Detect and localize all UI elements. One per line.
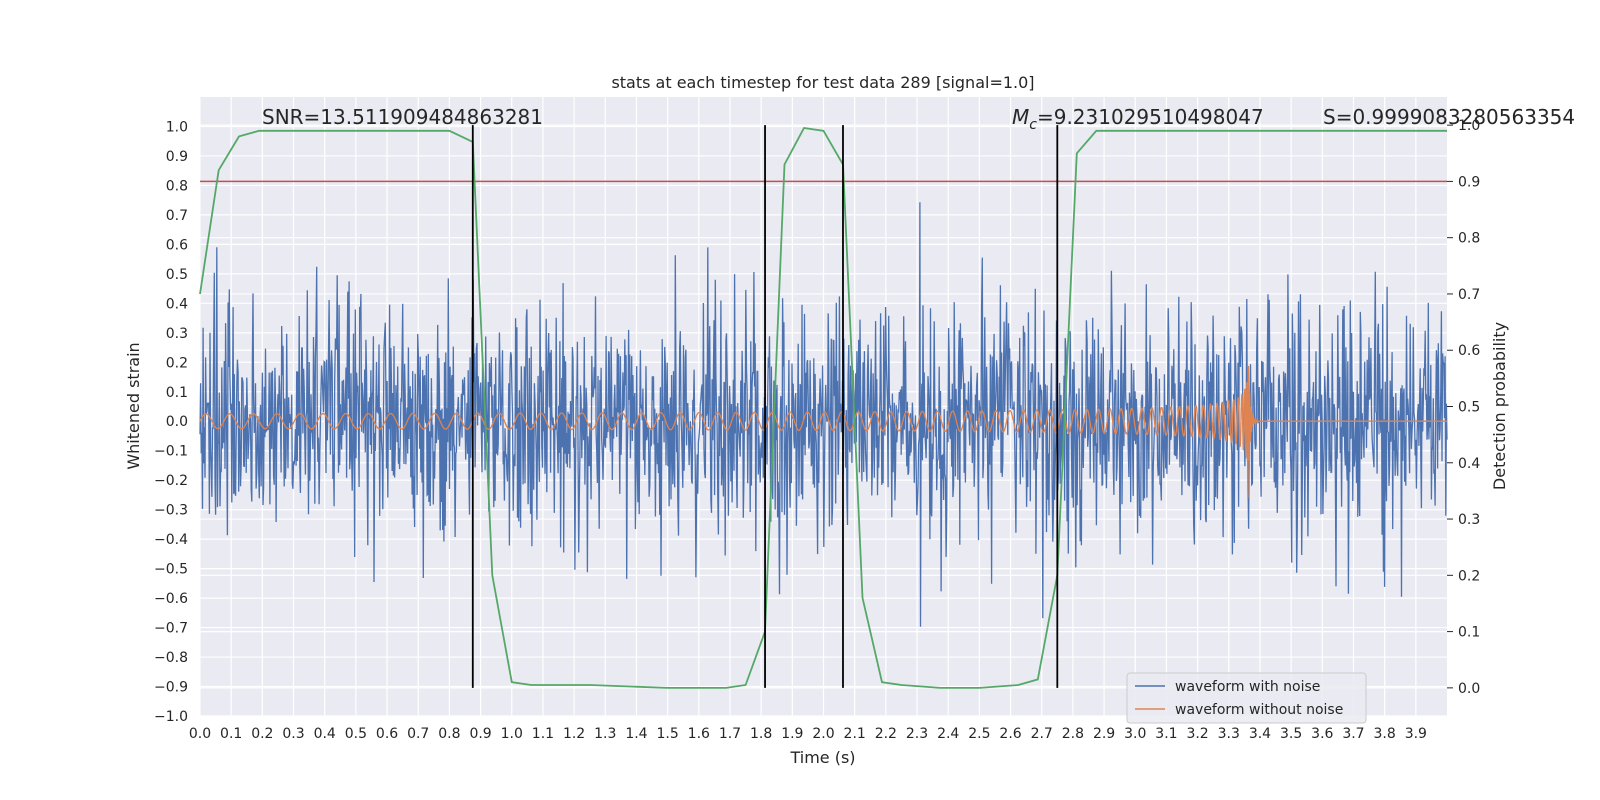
x-tick-label: 1.3 (594, 726, 616, 742)
y-tick-label: −0.4 (154, 532, 188, 548)
x-tick-label: 2.1 (844, 726, 866, 742)
x-tick-label: 1.1 (532, 726, 554, 742)
y-tick-label: −0.9 (154, 680, 188, 696)
legend: waveform with noise waveform without noi… (1126, 672, 1367, 724)
x-tick-label: 1.4 (625, 726, 647, 742)
x-tick-label: 3.7 (1342, 726, 1364, 742)
y-tick-label: 0.8 (166, 178, 188, 194)
x-tick-label: 0.3 (282, 726, 304, 742)
y-axis: −1.0 −0.9 −0.8 −0.7 −0.6 −0.5 −0.4 −0.3 −0.2 −0.1… (154, 119, 188, 725)
x-tick-label: 3.0 (1124, 726, 1146, 742)
x-tick-label: 3.9 (1405, 726, 1427, 742)
x-tick-label: 2.7 (1031, 726, 1053, 742)
legend-label-noise: waveform with noise (1175, 679, 1320, 695)
x-tick-label: 1.0 (501, 726, 523, 742)
y2-axis: 0.0 0.1 0.2 0.3 0.4 0.5 0.6 0.7 0.8 0.9 1.0 (1447, 118, 1480, 697)
y-tick-label: −0.7 (154, 621, 188, 637)
series-layer (199, 202, 1448, 627)
x-tick-label: 3.1 (1155, 726, 1177, 742)
x-tick-label: 3.3 (1218, 726, 1240, 742)
chirp-mass-value: =9.231029510498047 (1037, 105, 1264, 129)
y2-tick-label: 0.9 (1458, 174, 1480, 190)
chirp-mass-subscript: c (1029, 117, 1037, 133)
x-tick-label: 0.1 (220, 726, 242, 742)
x-tick-label: 2.3 (906, 726, 928, 742)
x-tick-label: 2.2 (875, 726, 897, 742)
x-tick-label: 3.2 (1186, 726, 1208, 742)
series-line-waveform-with-noise (199, 202, 1448, 627)
x-tick-label: 2.0 (812, 726, 834, 742)
y-tick-label: 0.7 (166, 208, 188, 224)
y2-tick-label: 1.0 (1458, 118, 1480, 134)
x-tick-label: 2.8 (1062, 726, 1084, 742)
y2-tick-label: 0.3 (1458, 512, 1480, 528)
score-annotation: S=0.9999083280563354 (1323, 105, 1575, 129)
y2-tick-label: 0.1 (1458, 625, 1480, 641)
series-line-waveform-without-noise (199, 365, 1447, 499)
x-tick-label: 3.4 (1249, 726, 1271, 742)
x-tick-label: 0.0 (189, 726, 211, 742)
x-tick-label: 2.9 (1093, 726, 1115, 742)
x-tick-label: 0.5 (345, 726, 367, 742)
x-tick-label: 2.5 (968, 726, 990, 742)
x-tick-label: 0.2 (251, 726, 273, 742)
y2-tick-label: 0.2 (1458, 568, 1480, 584)
x-tick-label: 1.6 (688, 726, 710, 742)
x-tick-label: 0.4 (314, 726, 336, 742)
y-tick-label: −0.2 (154, 473, 188, 489)
x-tick-label: 2.6 (999, 726, 1021, 742)
y2-tick-label: 0.7 (1458, 287, 1480, 303)
y-tick-label: −0.8 (154, 650, 188, 666)
x-tick-label: 2.4 (937, 726, 959, 742)
x-tick-label: 0.8 (438, 726, 460, 742)
snr-annotation: SNR=13.511909484863281 (262, 105, 543, 129)
chirp-mass-annotation: Mc=9.231029510498047 (1012, 105, 1264, 133)
x-tick-label: 1.7 (719, 726, 741, 742)
y-tick-label: 0.5 (166, 267, 188, 283)
y2-tick-label: 0.8 (1458, 231, 1480, 247)
x-tick-label: 0.7 (407, 726, 429, 742)
y2-tick-label: 0.4 (1458, 456, 1480, 472)
y-tick-label: −0.5 (154, 562, 188, 578)
y-tick-label: 1.0 (166, 119, 188, 135)
y-tick-label: −0.1 (154, 444, 188, 460)
x-tick-label: 1.8 (750, 726, 772, 742)
y2-axis-label: Detection probability (1490, 322, 1509, 490)
y-tick-label: 0.4 (166, 296, 188, 312)
x-tick-label: 3.5 (1280, 726, 1302, 742)
y-tick-label: −0.6 (154, 591, 188, 607)
x-axis-label: Time (s) (789, 748, 855, 767)
y-tick-label: 0.0 (166, 414, 188, 430)
x-axis: 0.0 0.1 0.2 0.3 0.4 0.5 0.6 0.7 0.8 0.9 1.0 1.1 1.2 1… (189, 726, 1427, 742)
y-tick-label: −1.0 (154, 709, 188, 725)
legend-label-clean: waveform without noise (1175, 702, 1343, 718)
y-tick-label: 0.9 (166, 149, 188, 165)
x-tick-label: 1.9 (781, 726, 803, 742)
y-tick-label: −0.3 (154, 503, 188, 519)
x-tick-label: 3.6 (1311, 726, 1333, 742)
y-tick-label: 0.2 (166, 355, 188, 371)
x-tick-label: 0.6 (376, 726, 398, 742)
legend-box (1126, 672, 1367, 724)
chirp-mass-symbol: M (1012, 105, 1029, 129)
y2-tick-label: 0.0 (1458, 681, 1480, 697)
y-tick-label: 0.1 (166, 385, 188, 401)
y2-tick-label: 0.6 (1458, 343, 1480, 359)
overlay-layer (199, 125, 1447, 689)
y-tick-label: 0.6 (166, 237, 188, 253)
x-tick-label: 3.8 (1374, 726, 1396, 742)
y2-tick-label: 0.5 (1458, 400, 1480, 416)
x-tick-label: 0.9 (469, 726, 491, 742)
x-tick-label: 1.2 (563, 726, 585, 742)
chart-title: stats at each timestep for test data 289… (611, 73, 1034, 92)
x-tick-label: 1.5 (656, 726, 678, 742)
y-axis-label: Whitened strain (124, 342, 143, 469)
y-tick-label: 0.3 (166, 326, 188, 342)
